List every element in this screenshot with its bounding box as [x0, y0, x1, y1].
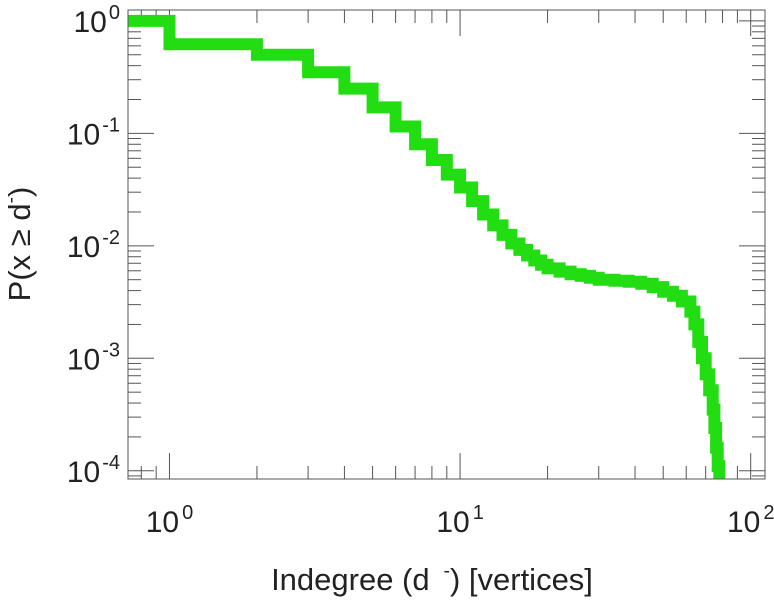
x-axis-label-main: Indegree (d: [271, 562, 430, 597]
y-tick-label-exponent: -1: [102, 114, 120, 136]
y-axis-label-rest: ): [2, 187, 37, 197]
x-axis-label: Indegree (d -) [vertices]: [271, 561, 593, 597]
ccdf-series-line: [128, 14, 726, 480]
plot-frame: [127, 9, 766, 480]
y-tick-label-base: 10: [67, 343, 100, 376]
x-tick-label-base: 10: [146, 506, 179, 539]
y-tick-label-exponent: 0: [109, 2, 120, 24]
y-tick-label-exponent: -3: [102, 339, 120, 361]
y-axis-label-main: P(x ≥ d: [2, 203, 37, 301]
x-tick-label-exponent: 1: [473, 502, 484, 524]
x-tick-label-base: 10: [727, 506, 760, 539]
y-tick-label: 10 -4: [67, 452, 120, 489]
y-tick-label-exponent: -2: [102, 227, 120, 249]
x-axis-label-rest: ) [vertices]: [450, 562, 593, 597]
y-axis-label-sup: -: [1, 197, 22, 203]
x-tick-label: 10 1: [436, 502, 484, 539]
y-tick-label: 10 -2: [67, 227, 120, 264]
y-tick-label-base: 10: [67, 231, 100, 264]
x-tick-label-exponent: 0: [182, 502, 193, 524]
y-tick-label-base: 10: [67, 118, 100, 151]
x-axis-label-sup: -: [444, 561, 450, 582]
y-tick-label-base: 10: [67, 456, 100, 489]
y-tick-label-base: 10: [74, 6, 107, 39]
y-axis-label: P(x ≥ d-): [1, 187, 37, 302]
y-tick-label: 10 0: [74, 2, 121, 39]
tick-marks: [128, 10, 765, 479]
tick-labels: 10 0 10 1 10 210 010 -110 -210 -310 -4: [67, 2, 774, 539]
series-layer: [128, 14, 726, 480]
y-tick-label: 10 -3: [67, 339, 120, 376]
y-tick-label-exponent: -4: [102, 452, 120, 474]
x-tick-label-base: 10: [436, 506, 469, 539]
y-tick-label: 10 -1: [67, 114, 120, 151]
x-tick-label: 10 0: [146, 502, 194, 539]
x-tick-label-exponent: 2: [763, 502, 774, 524]
x-tick-label: 10 2: [727, 502, 774, 539]
